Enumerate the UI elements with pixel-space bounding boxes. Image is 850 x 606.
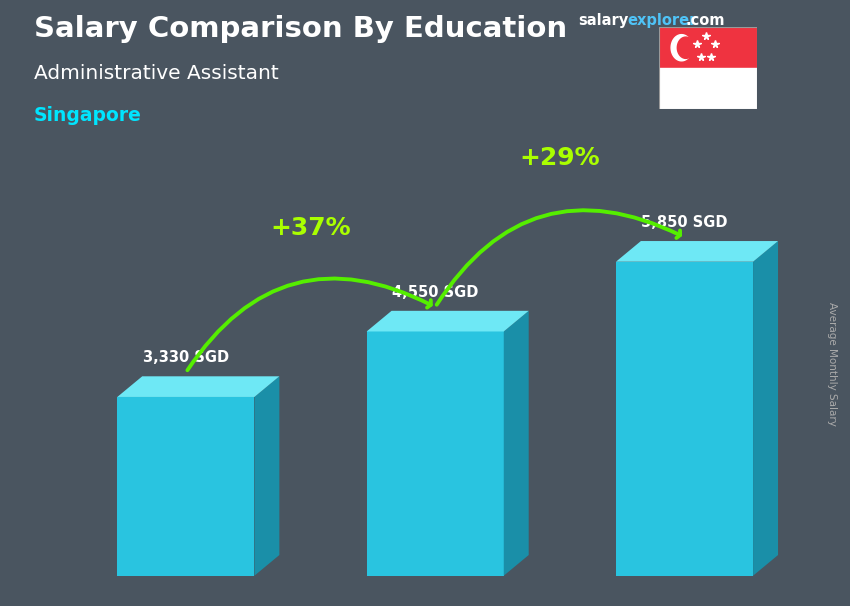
FancyBboxPatch shape xyxy=(117,397,254,576)
Polygon shape xyxy=(672,35,692,61)
Text: Singapore: Singapore xyxy=(34,106,142,125)
Text: Administrative Assistant: Administrative Assistant xyxy=(34,64,279,82)
Text: Average Monthly Salary: Average Monthly Salary xyxy=(827,302,837,425)
FancyBboxPatch shape xyxy=(616,262,753,576)
Polygon shape xyxy=(504,311,529,576)
Bar xyxy=(659,68,756,109)
Text: 5,850 SGD: 5,850 SGD xyxy=(641,215,728,230)
Text: Salary Comparison By Education: Salary Comparison By Education xyxy=(34,15,567,43)
FancyBboxPatch shape xyxy=(366,331,504,576)
Text: 3,330 SGD: 3,330 SGD xyxy=(143,350,229,365)
Polygon shape xyxy=(254,376,280,576)
Polygon shape xyxy=(616,241,778,262)
Polygon shape xyxy=(753,241,778,576)
Text: +37%: +37% xyxy=(270,216,351,240)
Text: .com: .com xyxy=(685,13,724,28)
Text: explorer: explorer xyxy=(627,13,697,28)
Text: salary: salary xyxy=(578,13,628,28)
Bar xyxy=(659,27,756,68)
Polygon shape xyxy=(677,37,694,58)
Polygon shape xyxy=(117,376,280,397)
Polygon shape xyxy=(366,311,529,331)
Text: 4,550 SGD: 4,550 SGD xyxy=(392,285,479,299)
Text: +29%: +29% xyxy=(519,147,600,170)
